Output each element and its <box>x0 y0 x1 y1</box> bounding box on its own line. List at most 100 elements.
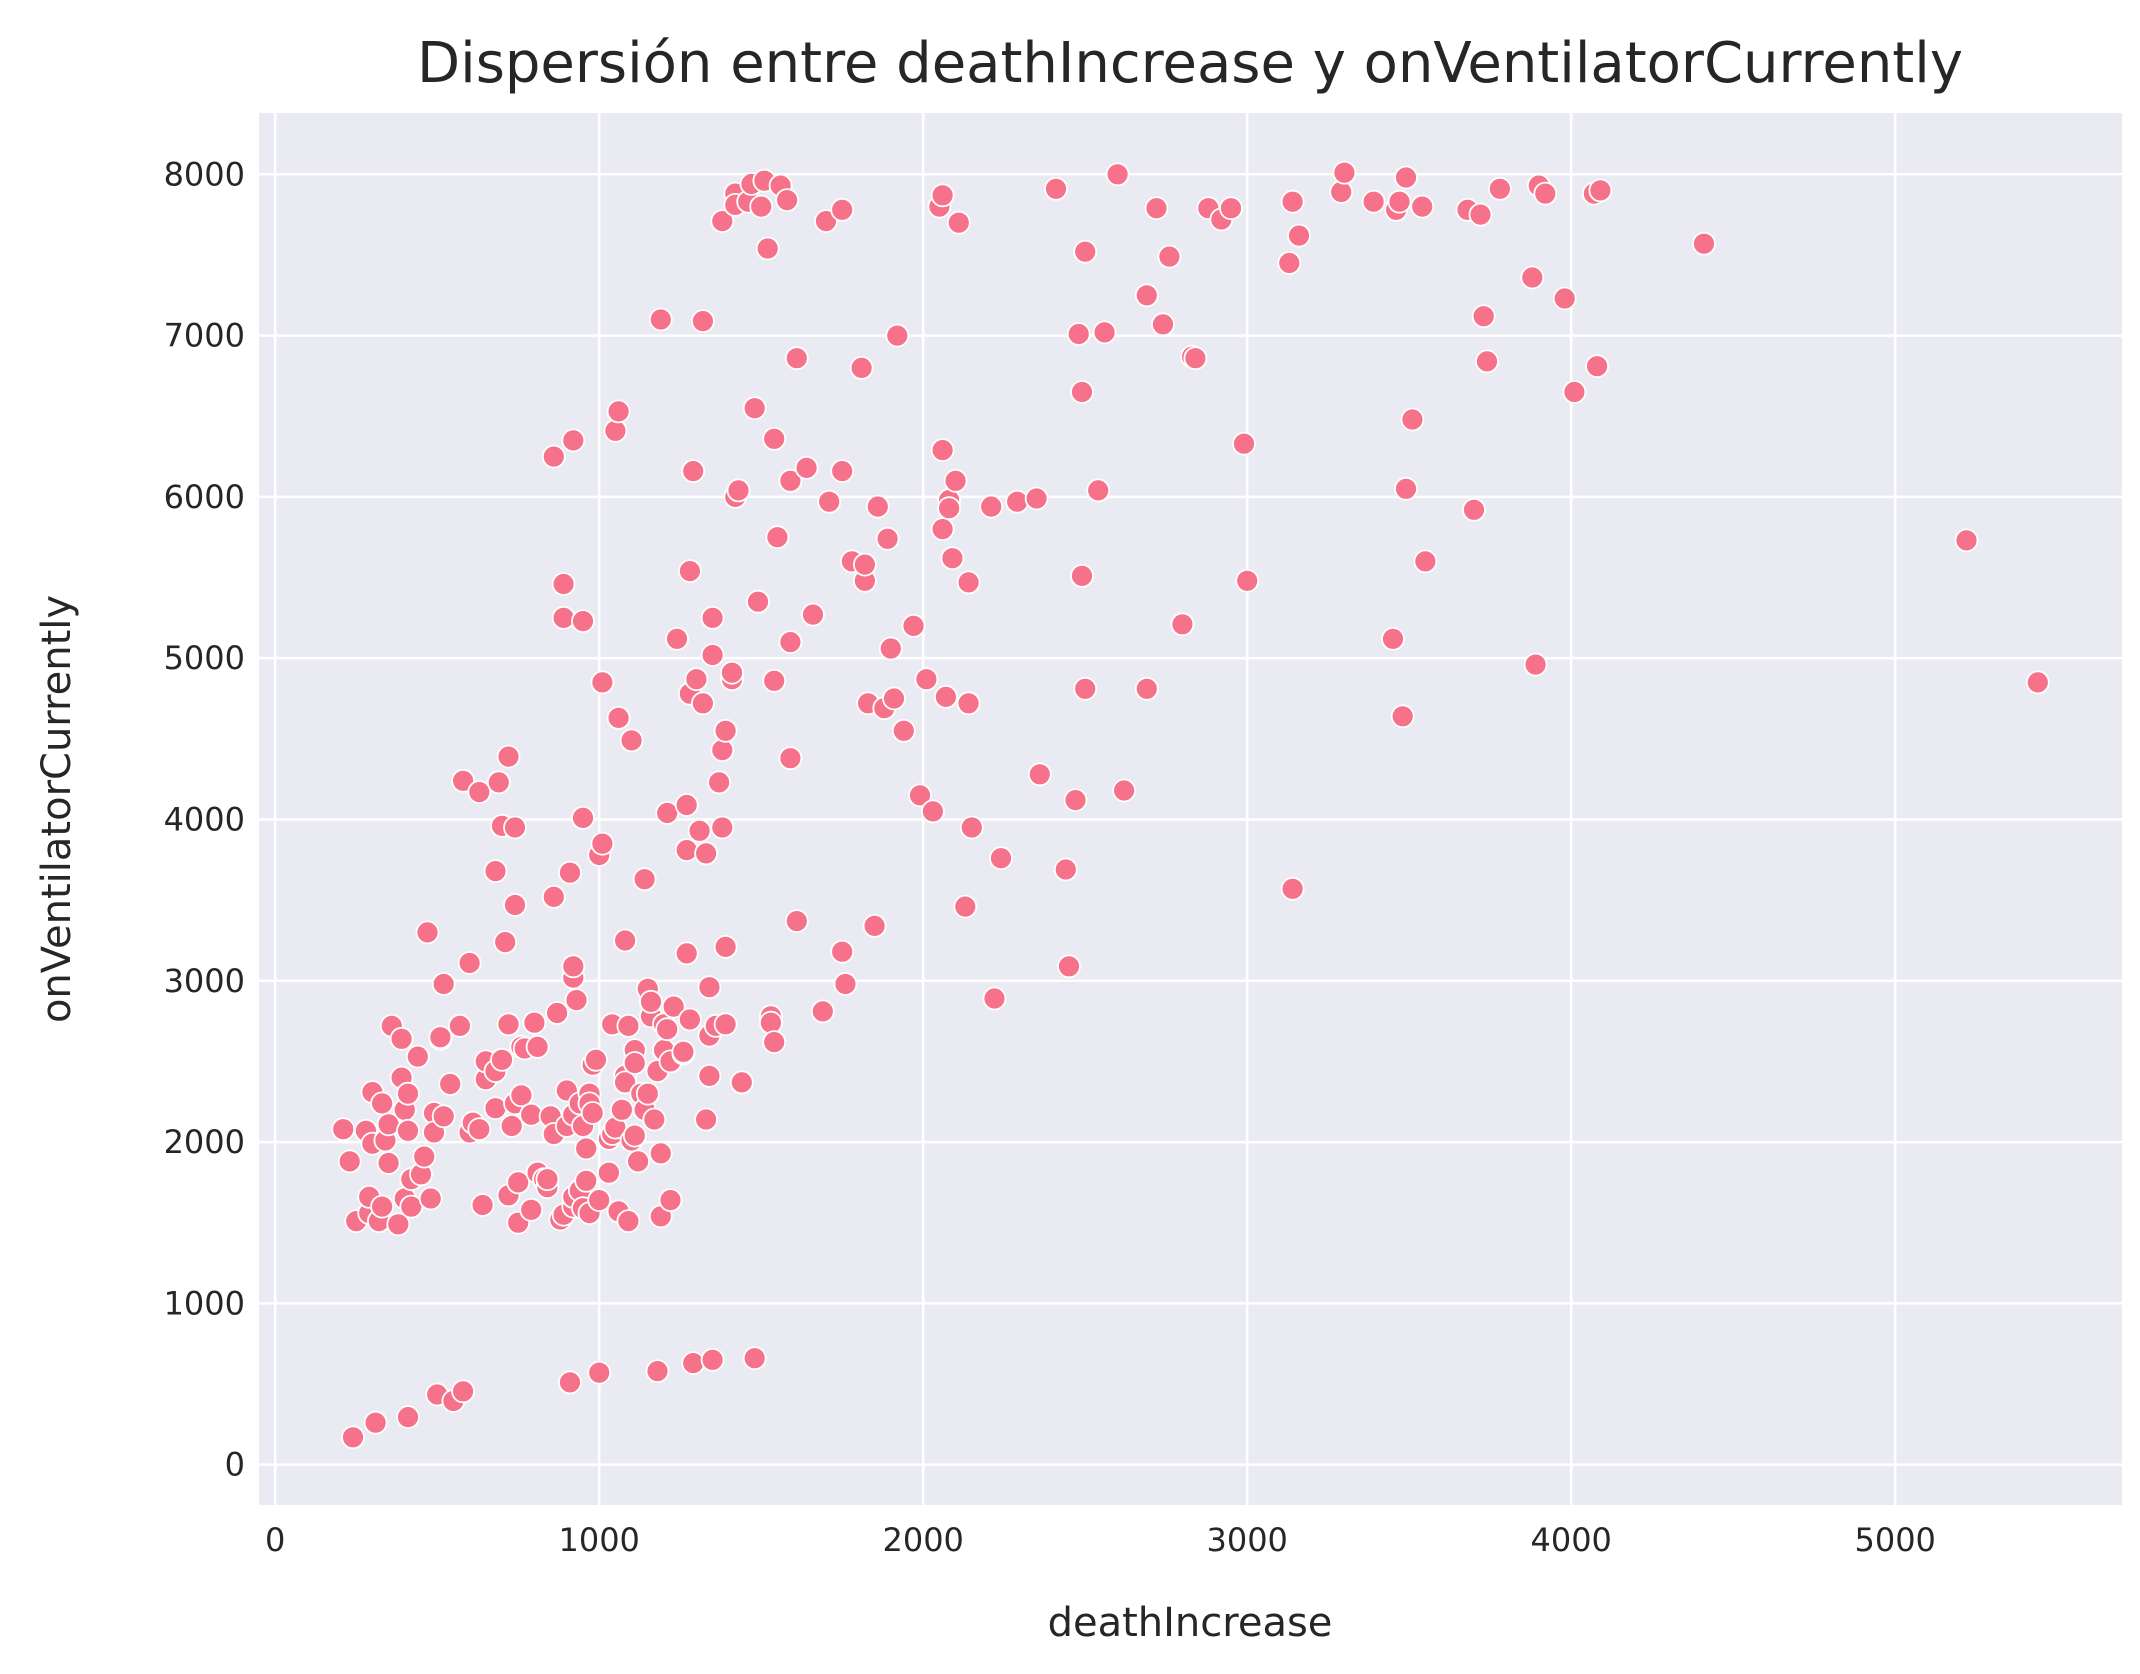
data-point <box>522 1010 547 1035</box>
data-point <box>1112 778 1136 803</box>
data-point <box>564 988 589 1012</box>
data-point <box>541 444 566 469</box>
data-point <box>1287 223 1311 248</box>
data-point <box>658 1188 683 1212</box>
data-point <box>814 209 838 234</box>
data-point <box>713 1012 738 1037</box>
data-point <box>1361 189 1386 214</box>
y-tick-label: 7000 <box>164 317 245 355</box>
data-point <box>1144 196 1169 221</box>
data-point <box>1552 286 1577 311</box>
y-tick-label: 2000 <box>164 1123 245 1161</box>
y-tick-label: 5000 <box>164 639 245 677</box>
data-point <box>1332 160 1357 185</box>
data-point <box>496 744 521 769</box>
data-point <box>1410 194 1435 219</box>
data-point <box>801 602 825 627</box>
data-point <box>370 1091 395 1116</box>
y-tick-label: 1000 <box>164 1284 245 1322</box>
data-point <box>389 1026 414 1051</box>
data-point <box>755 236 780 261</box>
data-point <box>1277 251 1302 275</box>
data-point <box>1394 165 1418 190</box>
data-point <box>616 1209 641 1233</box>
data-point <box>1105 162 1130 187</box>
data-point <box>914 667 939 692</box>
data-point <box>587 1360 612 1385</box>
data-point <box>1157 244 1182 269</box>
data-point <box>691 691 715 716</box>
data-point <box>710 815 735 840</box>
data-point <box>396 1118 420 1143</box>
data-point <box>891 718 916 743</box>
data-point <box>1170 612 1195 637</box>
data-point <box>1280 189 1305 214</box>
data-point <box>1390 704 1415 729</box>
data-point <box>1053 857 1078 882</box>
data-point <box>1134 283 1159 308</box>
data-point <box>541 885 566 909</box>
data-point <box>571 806 595 830</box>
data-point <box>451 1379 476 1404</box>
data-point <box>574 1168 599 1193</box>
x-axis-label: deathIncrease <box>1048 1600 1333 1646</box>
data-point <box>415 920 440 945</box>
data-point <box>1044 176 1068 201</box>
data-point <box>908 783 932 808</box>
data-point <box>930 183 955 208</box>
data-point <box>613 1070 637 1095</box>
data-point <box>525 1035 550 1059</box>
data-point <box>642 1107 667 1132</box>
data-point <box>882 686 906 711</box>
data-point <box>674 838 699 862</box>
data-point <box>396 1081 420 1106</box>
data-point <box>681 459 706 484</box>
data-point <box>503 815 527 840</box>
data-point <box>561 954 586 979</box>
data-point <box>1954 528 1979 553</box>
data-point <box>778 746 803 771</box>
data-point <box>1381 626 1405 651</box>
x-tick-label: 1000 <box>558 1521 639 1559</box>
data-point <box>849 355 874 380</box>
data-point <box>746 589 770 614</box>
data-point <box>648 307 673 332</box>
data-point <box>632 867 657 892</box>
x-tick-label: 5000 <box>1854 1521 1935 1559</box>
data-point <box>979 494 1004 519</box>
data-point <box>684 667 709 692</box>
data-point <box>674 941 699 966</box>
data-point <box>1588 178 1613 203</box>
data-point <box>989 846 1013 871</box>
data-point <box>483 859 508 883</box>
data-point <box>946 210 971 235</box>
data-point <box>720 660 744 685</box>
data-point <box>1562 380 1587 404</box>
data-point <box>1471 304 1496 329</box>
data-point <box>457 951 482 975</box>
data-point <box>1394 476 1418 501</box>
data-point <box>830 197 855 222</box>
data-point <box>1070 564 1094 588</box>
data-point <box>759 1010 783 1035</box>
data-point <box>616 1014 641 1038</box>
data-point <box>470 1193 495 1217</box>
data-point <box>590 670 615 695</box>
data-point <box>1692 231 1716 256</box>
data-point <box>493 930 518 954</box>
data-point <box>467 1117 492 1142</box>
data-point <box>558 860 582 885</box>
data-point <box>697 975 722 1000</box>
data-point <box>499 1114 524 1138</box>
data-point <box>1413 549 1438 574</box>
data-point <box>610 1097 634 1122</box>
data-point <box>726 478 751 503</box>
data-point <box>483 1096 508 1121</box>
data-point <box>1475 349 1499 374</box>
data-point <box>853 552 877 577</box>
data-point <box>778 468 803 493</box>
data-point <box>622 1123 647 1148</box>
data-point <box>674 793 699 817</box>
data-point <box>671 1039 696 1064</box>
